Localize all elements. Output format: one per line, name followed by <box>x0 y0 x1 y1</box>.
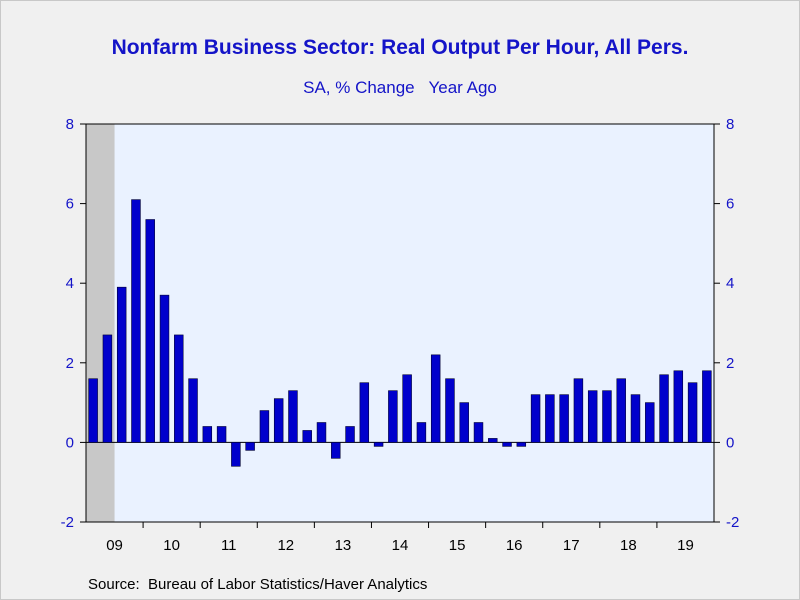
bar-25 <box>445 378 455 443</box>
y-tick-label-right: -2 <box>726 514 739 531</box>
plot-area <box>86 124 714 522</box>
bar-41 <box>673 370 684 443</box>
bar-18 <box>345 426 355 443</box>
bar-27 <box>473 422 484 443</box>
y-tick-label-left: 0 <box>66 434 74 451</box>
bar-42 <box>687 382 698 443</box>
y-tick-label-left: 6 <box>66 196 74 213</box>
bar-10 <box>231 442 241 467</box>
x-tick-label-12: 12 <box>277 537 294 554</box>
chart-source: Source: Bureau of Labor Statistics/Haver… <box>88 576 428 593</box>
bar-21 <box>388 390 398 443</box>
bar-0 <box>88 378 98 443</box>
bar-38 <box>630 394 641 443</box>
bar-2 <box>116 286 127 443</box>
bar-7 <box>188 378 198 443</box>
bar-9 <box>216 426 227 443</box>
bar-3 <box>131 199 141 443</box>
x-tick-label-10: 10 <box>163 537 180 554</box>
bar-37 <box>616 378 626 443</box>
bar-17 <box>331 442 341 459</box>
bar-5 <box>159 294 170 443</box>
x-tick-label-13: 13 <box>335 537 352 554</box>
bar-24 <box>430 354 441 443</box>
bar-35 <box>587 390 598 443</box>
bar-13 <box>273 398 284 443</box>
bar-39 <box>645 402 655 443</box>
bar-32 <box>545 394 555 443</box>
y-tick-label-left: 8 <box>66 116 74 133</box>
bar-34 <box>573 378 584 443</box>
bar-8 <box>202 426 213 443</box>
bar-20 <box>373 442 384 447</box>
bar-4 <box>145 219 155 443</box>
x-tick-label-11: 11 <box>221 537 237 554</box>
y-tick-label-left: -2 <box>61 514 74 531</box>
x-tick-label-16: 16 <box>506 537 523 554</box>
x-tick-label-09: 09 <box>106 537 123 554</box>
bar-40 <box>659 374 669 443</box>
bar-43 <box>702 370 712 443</box>
bar-29 <box>502 442 512 447</box>
bar-33 <box>559 394 569 443</box>
y-tick-label-right: 8 <box>726 116 734 133</box>
x-tick-label-18: 18 <box>620 537 637 554</box>
plot-border <box>85 123 715 523</box>
bar-6 <box>174 334 184 443</box>
bar-31 <box>530 394 541 443</box>
x-tick-label-19: 19 <box>677 537 694 554</box>
y-tick-label-right: 4 <box>726 275 734 292</box>
bar-36 <box>602 390 612 443</box>
bar-26 <box>459 402 469 443</box>
bar-22 <box>402 374 412 443</box>
bar-11 <box>245 442 255 451</box>
bar-19 <box>359 382 370 443</box>
y-tick-label-left: 4 <box>66 275 74 292</box>
bar-28 <box>488 438 498 443</box>
x-tick-label-17: 17 <box>563 537 580 554</box>
y-tick-label-right: 2 <box>726 355 734 372</box>
bar-30 <box>516 442 527 447</box>
x-tick-label-14: 14 <box>392 537 409 554</box>
y-tick-label-right: 0 <box>726 434 734 451</box>
bar-1 <box>102 334 113 443</box>
recession-shade <box>86 124 115 522</box>
bar-15 <box>302 430 312 443</box>
chart-subtitle: SA, % Change Year Ago <box>303 78 497 97</box>
y-tick-label-right: 6 <box>726 196 734 213</box>
bar-23 <box>416 422 427 443</box>
chart-title: Nonfarm Business Sector: Real Output Per… <box>111 36 689 59</box>
y-tick-label-left: 2 <box>66 355 74 372</box>
bar-12 <box>259 410 270 443</box>
bar-14 <box>288 390 298 443</box>
x-tick-label-15: 15 <box>449 537 466 554</box>
bar-16 <box>316 422 327 443</box>
